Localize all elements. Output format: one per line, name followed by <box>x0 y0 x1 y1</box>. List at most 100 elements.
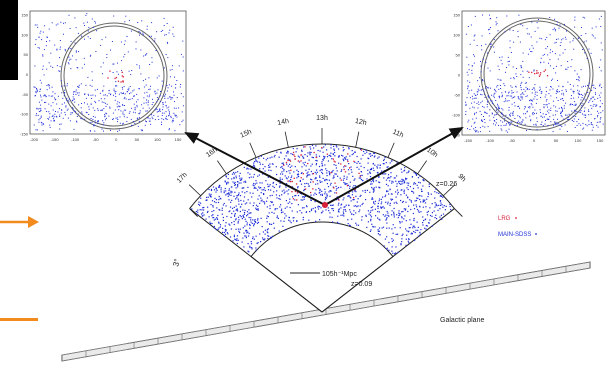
inset-galaxy-point <box>126 121 128 122</box>
inset-galaxy-point <box>561 90 563 92</box>
galaxy-point <box>392 252 394 254</box>
lrg-point <box>330 172 332 174</box>
inset-galaxy-point <box>499 79 501 81</box>
ra-tick <box>417 160 427 175</box>
inset-galaxy-point <box>121 69 123 71</box>
inset-galaxy-point <box>101 39 103 41</box>
inset-galaxy-point <box>493 46 495 48</box>
inset-galaxy-point <box>101 128 103 130</box>
inset-galaxy-point <box>81 111 83 113</box>
galaxy-point <box>360 158 362 160</box>
galaxy-point <box>263 157 265 159</box>
inset-galaxy-point <box>557 91 559 93</box>
inset-galaxy-point <box>490 100 492 102</box>
galaxy-point <box>337 175 339 177</box>
galaxy-point <box>213 189 216 191</box>
inset-galaxy-point <box>158 75 160 77</box>
galaxy-point <box>246 230 248 232</box>
inset-galaxy-point <box>534 30 536 32</box>
galaxy-point <box>359 148 362 150</box>
inset-galaxy-point <box>113 94 114 96</box>
galaxy-point <box>257 218 259 220</box>
galaxy-point <box>304 183 306 185</box>
galaxy-point <box>397 191 399 193</box>
inset-galaxy-point <box>108 89 110 91</box>
galaxy-point <box>336 146 338 148</box>
galaxy-point <box>284 213 286 215</box>
galaxy-point <box>219 209 221 211</box>
inset-galaxy-point <box>500 125 502 127</box>
inset-galaxy-point <box>93 125 95 127</box>
galaxy-point <box>244 209 246 212</box>
inset-galaxy-point <box>552 114 554 116</box>
galaxy-point <box>282 163 284 166</box>
inset-galaxy-point <box>97 121 99 122</box>
inset-galaxy-point <box>98 100 100 102</box>
galaxy-point <box>393 214 395 216</box>
galaxy-point <box>297 171 299 173</box>
inset-galaxy-point <box>592 105 594 107</box>
lrg-point <box>291 191 293 193</box>
inset-galaxy-point <box>35 129 37 131</box>
galaxy-point <box>410 200 412 202</box>
galaxy-point <box>210 204 212 206</box>
inset-galaxy-point <box>552 131 554 133</box>
galaxy-point <box>401 217 403 219</box>
galaxy-point <box>310 170 312 173</box>
inset-galaxy-point <box>492 95 494 97</box>
galaxy-point <box>355 212 357 214</box>
lrg-point <box>300 160 302 162</box>
inset-galaxy-point <box>476 45 478 46</box>
galaxy-point <box>380 198 382 200</box>
galaxy-point <box>246 224 248 226</box>
inset-galaxy-point <box>546 99 548 100</box>
inset-galaxy-point <box>38 36 40 38</box>
inset-galaxy-point <box>59 57 60 59</box>
inset-galaxy-point <box>102 89 104 91</box>
inset-galaxy-point <box>59 48 61 50</box>
galaxy-point <box>369 153 372 155</box>
galaxy-point <box>338 155 340 157</box>
galaxy-point <box>402 210 404 213</box>
inset-galaxy-point <box>142 32 144 34</box>
galaxy-point <box>345 204 347 206</box>
galaxy-point <box>354 178 356 180</box>
galaxy-point <box>246 191 248 193</box>
inset-galaxy-point <box>144 124 146 126</box>
galaxy-point <box>197 209 199 211</box>
galaxy-point <box>307 174 309 176</box>
inset-galaxy-point <box>42 31 44 33</box>
galaxy-point <box>348 192 350 194</box>
galaxy-point <box>346 178 348 180</box>
inset-galaxy-point <box>151 57 153 59</box>
galaxy-point <box>230 201 232 203</box>
inset-galaxy-point <box>145 78 147 80</box>
inset-galaxy-point <box>580 111 582 113</box>
galaxy-point <box>372 226 374 228</box>
lrg-point <box>297 160 299 162</box>
galaxy-point <box>224 225 226 227</box>
inset-galaxy-point <box>142 129 143 131</box>
galaxy-point <box>402 200 404 203</box>
inset-galaxy-point <box>512 115 514 116</box>
inset-galaxy-point <box>102 62 104 64</box>
inset-galaxy-point <box>149 118 151 120</box>
inset-galaxy-point <box>519 116 521 118</box>
inset-galaxy-point <box>110 49 111 51</box>
galaxy-point <box>227 178 229 180</box>
inset-galaxy-point <box>500 59 502 61</box>
inset-galaxy-point <box>102 124 104 126</box>
inset-galaxy-point <box>571 110 573 112</box>
inset-galaxy-point <box>576 79 578 80</box>
inset-galaxy-point <box>471 89 473 91</box>
inset-galaxy-point <box>173 120 174 122</box>
inset-galaxy-point <box>47 84 49 86</box>
inset-galaxy-point <box>468 69 470 71</box>
galaxy-point <box>401 211 403 213</box>
galaxy-point <box>287 202 289 204</box>
inset-galaxy-point <box>475 95 477 96</box>
inset-galaxy-point <box>55 111 56 112</box>
galaxy-point <box>356 155 358 158</box>
galaxy-point <box>374 203 376 205</box>
inset-galaxy-point <box>131 124 133 126</box>
